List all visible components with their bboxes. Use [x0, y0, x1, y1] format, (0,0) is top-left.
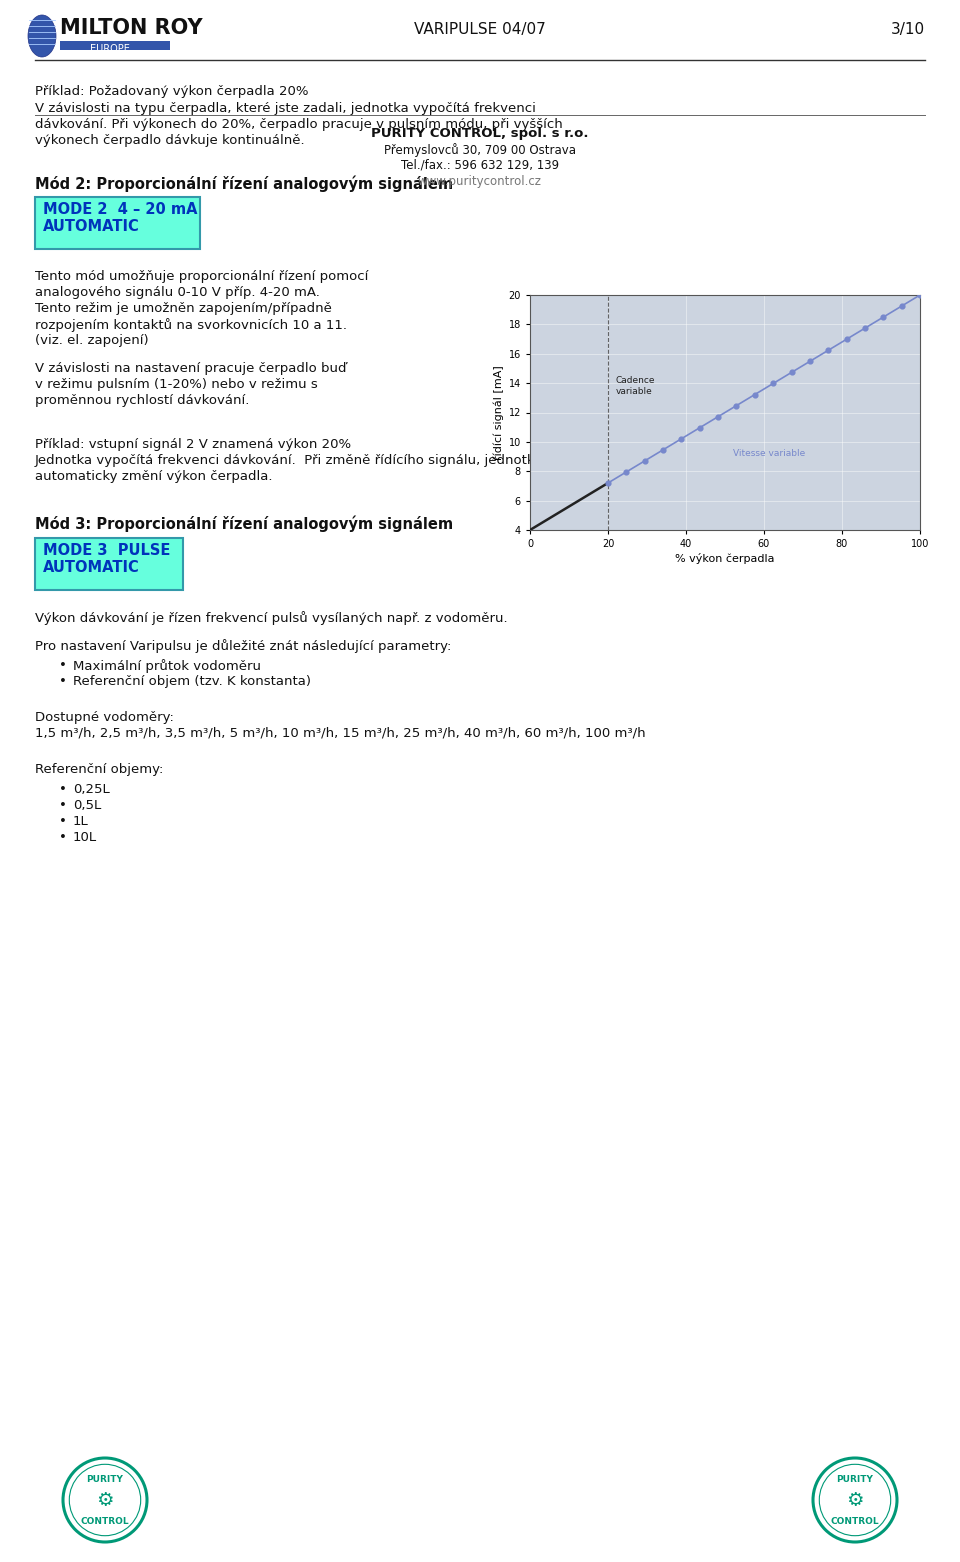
- Text: EUROPE: EUROPE: [90, 44, 130, 55]
- Text: 10L: 10L: [73, 831, 97, 843]
- Text: Pro nastavení Varipulsu je důležité znát následující parametry:: Pro nastavení Varipulsu je důležité znát…: [35, 639, 451, 653]
- Text: •: •: [59, 783, 67, 797]
- Point: [876, 305, 891, 330]
- Point: [912, 283, 927, 308]
- Text: •: •: [59, 675, 67, 687]
- Text: Jednotka vypočítá frekvenci dávkování.  Při změně řídícího signálu, jednotka: Jednotka vypočítá frekvenci dávkování. P…: [35, 455, 543, 467]
- Text: 1,5 m³/h, 2,5 m³/h, 3,5 m³/h, 5 m³/h, 10 m³/h, 15 m³/h, 25 m³/h, 40 m³/h, 60 m³/: 1,5 m³/h, 2,5 m³/h, 3,5 m³/h, 5 m³/h, 10…: [35, 726, 646, 740]
- Text: Mód 2: Proporcionální řízení analogovým signálem: Mód 2: Proporcionální řízení analogovým …: [35, 175, 453, 192]
- Text: 0,25L: 0,25L: [73, 783, 109, 797]
- Text: •: •: [59, 831, 67, 843]
- FancyBboxPatch shape: [60, 41, 170, 50]
- Text: •: •: [59, 800, 67, 812]
- Text: AUTOMATIC: AUTOMATIC: [43, 561, 140, 575]
- Text: Přemyslovců 30, 709 00 Ostrava: Přemyslovců 30, 709 00 Ostrava: [384, 144, 576, 156]
- Point: [618, 459, 634, 484]
- Text: PURITY CONTROL, spol. s r.o.: PURITY CONTROL, spol. s r.o.: [372, 127, 588, 141]
- FancyBboxPatch shape: [35, 197, 200, 248]
- Ellipse shape: [28, 16, 56, 56]
- Text: Vitesse variable: Vitesse variable: [732, 450, 805, 458]
- Text: Tento režim je umožněn zapojením/případně: Tento režim je umožněn zapojením/případn…: [35, 301, 332, 316]
- Text: 0,5L: 0,5L: [73, 800, 101, 812]
- Text: V závislosti na nastavení pracuje čerpadlo buď: V závislosti na nastavení pracuje čerpad…: [35, 362, 347, 375]
- Text: rozpojením kontaktů na svorkovnicích 10 a 11.: rozpojením kontaktů na svorkovnicích 10 …: [35, 319, 347, 333]
- Point: [710, 405, 726, 430]
- Point: [656, 437, 671, 462]
- Text: ⚙: ⚙: [847, 1490, 864, 1509]
- Text: 3/10: 3/10: [891, 22, 925, 37]
- Circle shape: [813, 1457, 897, 1542]
- Text: PURITY: PURITY: [86, 1475, 124, 1484]
- Point: [674, 426, 689, 451]
- Text: výkonech čerpadlo dávkuje kontinuálně.: výkonech čerpadlo dávkuje kontinuálně.: [35, 134, 304, 147]
- X-axis label: % výkon čerpadla: % výkon čerpadla: [675, 553, 775, 564]
- Text: proměnnou rychlostí dávkování.: proměnnou rychlostí dávkování.: [35, 394, 250, 408]
- Point: [803, 348, 818, 373]
- Text: Maximální průtok vodoměru: Maximální průtok vodoměru: [73, 659, 261, 673]
- Text: CONTROL: CONTROL: [830, 1517, 879, 1526]
- Point: [894, 294, 909, 319]
- Point: [857, 316, 873, 341]
- Text: V závislosti na typu čerpadla, které jste zadali, jednotka vypočítá frekvenci: V závislosti na typu čerpadla, které jst…: [35, 102, 536, 116]
- Point: [692, 415, 708, 440]
- Y-axis label: řídící signál [mA]: řídící signál [mA]: [494, 366, 504, 459]
- Text: Příklad: vstupní signál 2 V znamená výkon 20%: Příklad: vstupní signál 2 V znamená výko…: [35, 437, 351, 451]
- Point: [839, 326, 854, 351]
- Text: MILTON ROY: MILTON ROY: [60, 19, 203, 37]
- Text: PURITY: PURITY: [836, 1475, 874, 1484]
- Text: Cadence
variable: Cadence variable: [615, 376, 656, 395]
- Text: Příklad: Požadovaný výkon čerpadla 20%: Příklad: Požadovaný výkon čerpadla 20%: [35, 84, 308, 98]
- Text: Referenční objem (tzv. K konstanta): Referenční objem (tzv. K konstanta): [73, 675, 311, 687]
- Point: [747, 383, 762, 408]
- Point: [765, 370, 780, 395]
- Circle shape: [63, 1457, 147, 1542]
- Text: Mód 3: Proporcionální řízení analogovým signálem: Mód 3: Proporcionální řízení analogovým …: [35, 515, 453, 533]
- Point: [784, 359, 800, 384]
- Text: Referenční objemy:: Referenční objemy:: [35, 762, 163, 776]
- Text: •: •: [59, 815, 67, 828]
- Text: CONTROL: CONTROL: [81, 1517, 130, 1526]
- Point: [729, 394, 744, 419]
- Text: MODE 2  4 – 20 mA: MODE 2 4 – 20 mA: [43, 201, 198, 217]
- Text: VARIPULSE 04/07: VARIPULSE 04/07: [414, 22, 546, 37]
- Text: Tel./fax.: 596 632 129, 139: Tel./fax.: 596 632 129, 139: [401, 159, 559, 172]
- FancyBboxPatch shape: [35, 537, 183, 590]
- Point: [637, 448, 653, 473]
- Text: 1L: 1L: [73, 815, 88, 828]
- Text: ⚙: ⚙: [96, 1490, 113, 1509]
- Text: (viz. el. zapojení): (viz. el. zapojení): [35, 334, 149, 347]
- Text: analogového signálu 0-10 V příp. 4-20 mA.: analogového signálu 0-10 V příp. 4-20 mA…: [35, 286, 320, 298]
- Text: Výkon dávkování je řízen frekvencí pulsů vysílaných např. z vodoměru.: Výkon dávkování je řízen frekvencí pulsů…: [35, 611, 508, 625]
- Text: Dostupné vodoměry:: Dostupné vodoměry:: [35, 711, 174, 725]
- Text: •: •: [59, 659, 67, 672]
- Text: automaticky změní výkon čerpadla.: automaticky změní výkon čerpadla.: [35, 470, 273, 483]
- Point: [600, 470, 615, 495]
- Text: v režimu pulsním (1-20%) nebo v režimu s: v režimu pulsním (1-20%) nebo v režimu s: [35, 378, 318, 390]
- Point: [821, 337, 836, 362]
- Text: www.puritycontrol.cz: www.puritycontrol.cz: [418, 175, 542, 187]
- Text: AUTOMATIC: AUTOMATIC: [43, 219, 140, 234]
- Text: MODE 3  PULSE: MODE 3 PULSE: [43, 544, 170, 558]
- Text: Tento mód umožňuje proporcionální řízení pomocí: Tento mód umožňuje proporcionální řízení…: [35, 270, 369, 283]
- Text: dávkování. Při výkonech do 20%, čerpadlo pracuje v pulsním módu, při vyšších: dávkování. Při výkonech do 20%, čerpadlo…: [35, 119, 563, 131]
